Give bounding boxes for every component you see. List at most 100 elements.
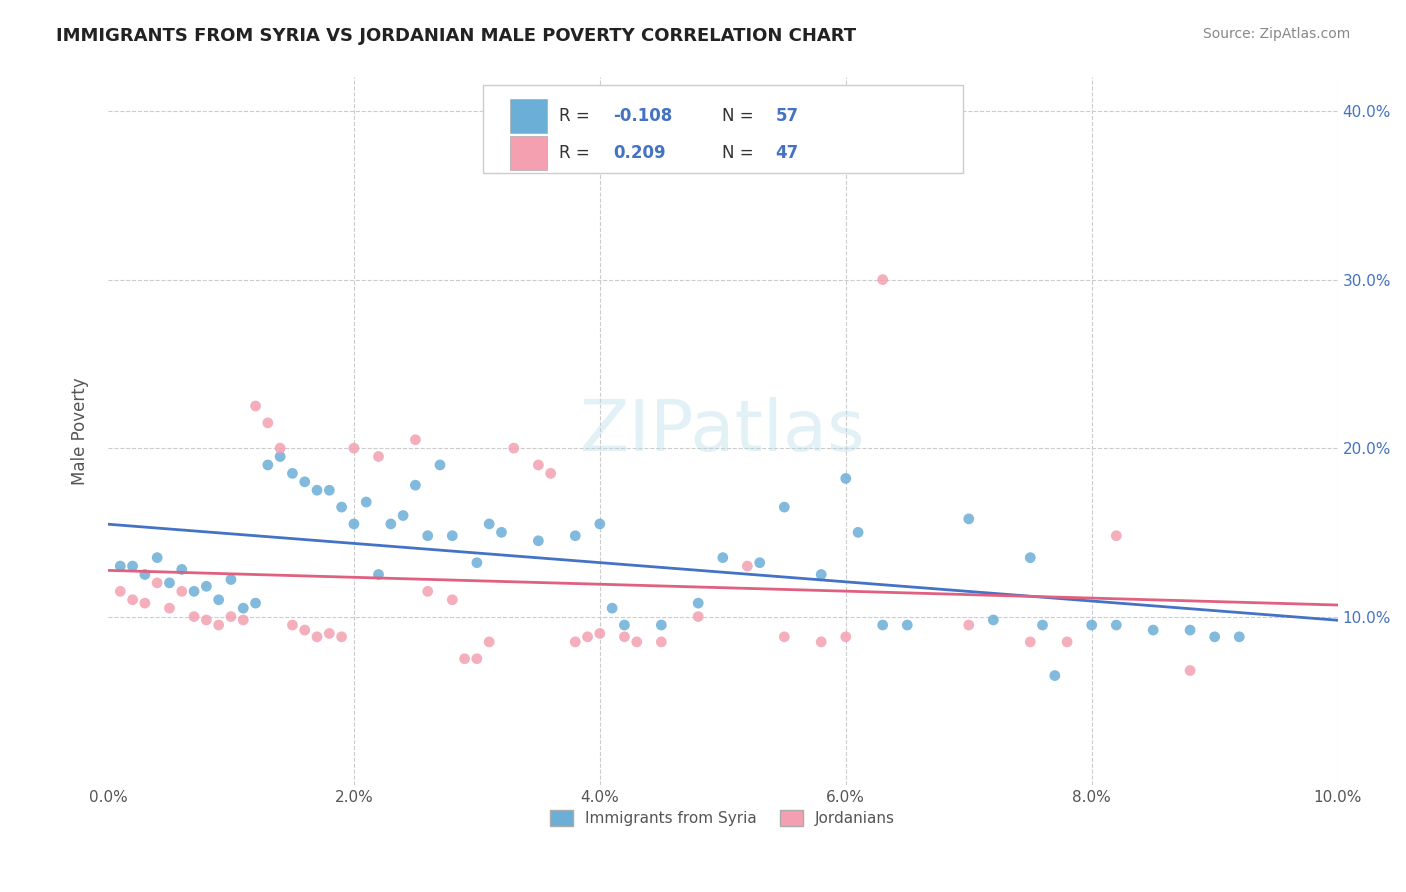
Point (305, 630, 328, 644)
Point (343, 441, 366, 455)
Point (835, 471, 858, 485)
Point (330, 500, 353, 514)
Point (1031, 618, 1053, 632)
Y-axis label: Male Poverty: Male Poverty (72, 377, 89, 485)
Point (896, 618, 918, 632)
Point (294, 623, 316, 637)
Point (330, 630, 353, 644)
Text: Source: ZipAtlas.com: Source: ZipAtlas.com (1202, 27, 1350, 41)
Text: R =: R = (560, 144, 595, 161)
Point (159, 601, 181, 615)
Point (1056, 635, 1078, 649)
Point (318, 483, 340, 498)
Point (269, 450, 291, 464)
Point (981, 613, 1004, 627)
Point (121, 559, 143, 574)
Point (478, 635, 501, 649)
Point (478, 516, 501, 531)
Point (380, 516, 402, 531)
Point (1204, 630, 1226, 644)
Point (613, 630, 636, 644)
Point (170, 562, 193, 576)
Point (650, 618, 672, 632)
Point (576, 630, 599, 644)
Point (195, 579, 218, 593)
Point (773, 500, 796, 514)
Point (343, 516, 366, 531)
Point (810, 567, 832, 582)
Point (441, 529, 464, 543)
Point (527, 458, 550, 472)
Point (711, 550, 734, 565)
Point (626, 635, 648, 649)
Point (846, 525, 869, 540)
Point (737, 559, 759, 574)
Point (134, 567, 156, 582)
Point (957, 512, 980, 526)
Point (1105, 529, 1128, 543)
Point (305, 483, 328, 498)
Text: 0.209: 0.209 (613, 144, 666, 161)
Point (269, 441, 291, 455)
Point (392, 508, 415, 523)
Point (294, 475, 316, 489)
Bar (510, 99, 547, 133)
Point (146, 550, 169, 565)
Point (650, 635, 672, 649)
Point (183, 609, 205, 624)
Text: 47: 47 (776, 144, 799, 161)
Text: N =: N = (721, 107, 758, 125)
Point (121, 592, 143, 607)
Legend: Immigrants from Syria, Jordanians: Immigrants from Syria, Jordanians (543, 803, 903, 834)
Point (232, 601, 254, 615)
Point (465, 651, 488, 665)
Point (208, 618, 231, 632)
Point (146, 575, 169, 590)
Point (589, 516, 612, 531)
Point (404, 433, 426, 447)
Point (318, 626, 340, 640)
Point (354, 495, 377, 509)
Point (245, 596, 267, 610)
Point (110, 559, 132, 574)
Point (429, 458, 451, 472)
Point (872, 618, 894, 632)
Point (564, 529, 586, 543)
Point (134, 596, 156, 610)
Point (1105, 618, 1128, 632)
Point (1019, 635, 1042, 649)
Point (281, 618, 304, 632)
Point (404, 478, 426, 492)
Point (453, 651, 475, 665)
Point (367, 567, 389, 582)
Point (465, 556, 488, 570)
Point (257, 458, 280, 472)
Text: -0.108: -0.108 (613, 107, 672, 125)
Point (219, 573, 242, 587)
Text: N =: N = (721, 144, 758, 161)
Point (1019, 550, 1042, 565)
Point (219, 609, 242, 624)
Text: IMMIGRANTS FROM SYRIA VS JORDANIAN MALE POVERTY CORRELATION CHART: IMMIGRANTS FROM SYRIA VS JORDANIAN MALE … (56, 27, 856, 45)
Text: ZIPatlas: ZIPatlas (581, 397, 866, 466)
Point (688, 596, 710, 610)
Point (170, 584, 193, 599)
Point (1178, 664, 1201, 678)
Point (957, 618, 980, 632)
Text: 57: 57 (776, 107, 799, 125)
Point (613, 618, 636, 632)
Point (208, 592, 231, 607)
Point (872, 272, 894, 286)
Point (159, 575, 181, 590)
Point (245, 399, 267, 413)
Point (183, 584, 205, 599)
Point (257, 416, 280, 430)
Point (441, 592, 464, 607)
Point (491, 525, 513, 540)
Point (527, 533, 550, 548)
Point (835, 630, 858, 644)
Point (564, 635, 586, 649)
Point (600, 601, 623, 615)
Point (281, 467, 304, 481)
Point (367, 450, 389, 464)
